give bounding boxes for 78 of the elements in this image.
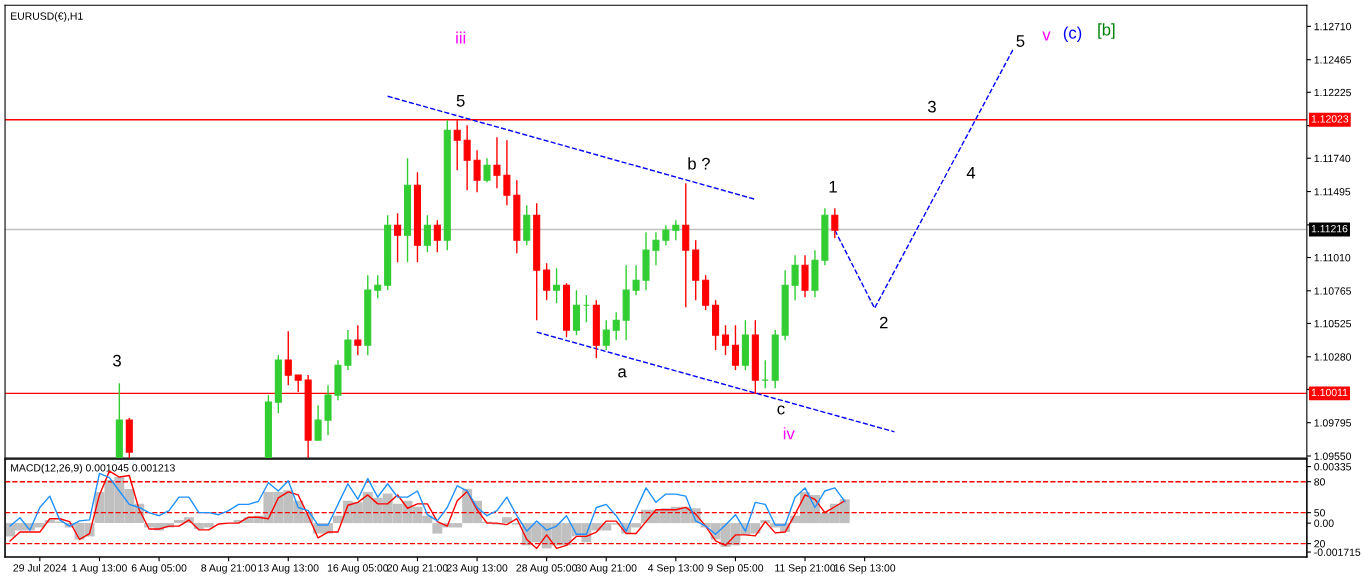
candlestick [423, 214, 431, 253]
annotation: [b] [1098, 23, 1115, 39]
y2-tick-label: 80 [1314, 478, 1325, 486]
x-tick-label: 16 Aug 05:00 [327, 564, 389, 574]
annotation: (c) [1063, 26, 1082, 43]
bar [501, 517, 512, 524]
x-tick-label: 20 Aug 21:00 [387, 564, 448, 574]
annotation: 3 [927, 100, 936, 113]
y-tick-label: 1.12710 [1314, 22, 1352, 31]
annotation: 2 [879, 316, 888, 329]
y-tick-label: 1.10525 [1314, 319, 1352, 328]
y-tick-label: 0.00335 [1314, 463, 1352, 471]
x-tick-label: 6 Aug 05:00 [131, 564, 187, 574]
line-series [9, 472, 846, 536]
candlestick [503, 139, 511, 206]
x-tick-label: 13 Aug 13:00 [258, 564, 319, 574]
candlestick [652, 231, 660, 266]
candlestick [374, 274, 382, 299]
annotation: b ? [688, 157, 710, 170]
candlestick [731, 324, 739, 371]
ref-line-label: 1.10011 [1311, 388, 1348, 397]
y-tick-label: 1.10280 [1314, 353, 1352, 361]
candlestick [354, 324, 362, 356]
y-tick-label: 1.11010 [1314, 254, 1351, 262]
candlestick [831, 207, 839, 239]
x-tick-label: 1 Aug 13:00 [72, 564, 127, 574]
y-tick-label: 1.12225 [1314, 88, 1352, 97]
y-tick-label: 1.10765 [1314, 287, 1352, 295]
x-tick-label: 30 Aug 21:00 [575, 564, 637, 574]
candlestick [612, 311, 620, 341]
annotation: iv [783, 427, 795, 440]
annotation: a [618, 368, 627, 378]
chart-title: MACD(12,26,9) 0.001045 0.001213 [11, 463, 175, 474]
candlestick [632, 264, 640, 296]
y-tick-label: -0.001715 [1314, 548, 1361, 556]
y-tick-label: 1.12465 [1314, 56, 1352, 64]
annotation: iii [456, 31, 466, 44]
candlestick [394, 212, 402, 263]
candlestick [602, 319, 610, 351]
annotation: 4 [966, 167, 976, 179]
candlestick [543, 262, 551, 301]
candlestick [433, 219, 441, 253]
candlestick [721, 324, 730, 356]
annotation: 3 [113, 354, 121, 367]
ref-line-label: 1.12023 [1311, 115, 1349, 123]
x-tick-label: 16 Sep 13:00 [834, 564, 896, 574]
candlestick [284, 330, 292, 386]
candlestick [483, 157, 491, 184]
candlestick [761, 359, 769, 389]
annotation: 1 [829, 181, 837, 193]
candlestick [463, 124, 471, 191]
y2-tick-label: 50 [1314, 509, 1325, 517]
candlestick [473, 149, 481, 193]
x-tick-label: 4 Sep 13:00 [647, 564, 704, 574]
y-tick-label: 0.00 [1314, 519, 1334, 527]
x-tick-label: 28 Aug 05:00 [516, 564, 577, 574]
y-tick-label: 1.11495 [1314, 188, 1351, 196]
x-tick-label: 29 Jul 2024 [13, 563, 67, 572]
x-tick-label: 11 Sep 21:00 [775, 564, 836, 574]
x-tick-label: 23 Aug 13:00 [446, 564, 508, 574]
y-tick-label: 1.11740 [1314, 154, 1351, 163]
x-tick-label: 9 Sep 05:00 [707, 564, 764, 574]
y2-tick-label: 20 [1314, 540, 1325, 548]
candlestick [553, 267, 561, 304]
candlestick [662, 224, 670, 246]
annotation: 5 [456, 95, 465, 107]
candlestick [493, 136, 501, 189]
ref-line-label: 1.11216 [1311, 224, 1348, 233]
annotation: 5 [1016, 35, 1025, 47]
annotation: v [1042, 31, 1051, 41]
candlestick [314, 404, 322, 441]
annotation: c [777, 405, 785, 415]
y-tick-label: 1.09550 [1314, 452, 1352, 460]
candlestick [672, 219, 680, 241]
candlestick [791, 254, 799, 301]
text: EURUSD(€),H1 [11, 12, 83, 22]
y-tick-label: 1.09795 [1314, 419, 1352, 427]
x-tick-label: 8 Aug 21:00 [201, 564, 257, 574]
